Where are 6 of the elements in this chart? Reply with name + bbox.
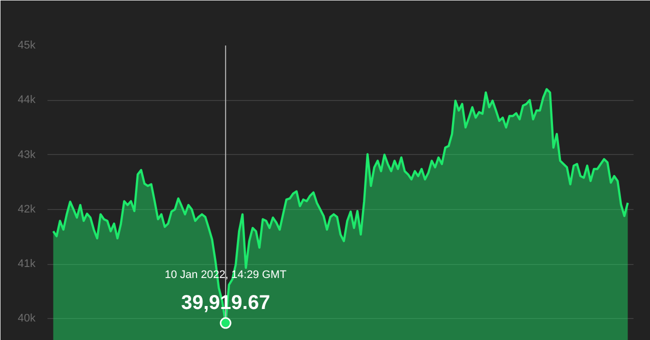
y-tick-label: 41k — [18, 258, 36, 270]
y-tick-label: 43k — [18, 148, 36, 161]
y-tick-label: 44k — [18, 94, 36, 106]
y-tick-label: 45k — [18, 40, 36, 52]
y-tick-label: 40k — [18, 312, 36, 325]
y-tick-label: 42k — [18, 203, 36, 216]
